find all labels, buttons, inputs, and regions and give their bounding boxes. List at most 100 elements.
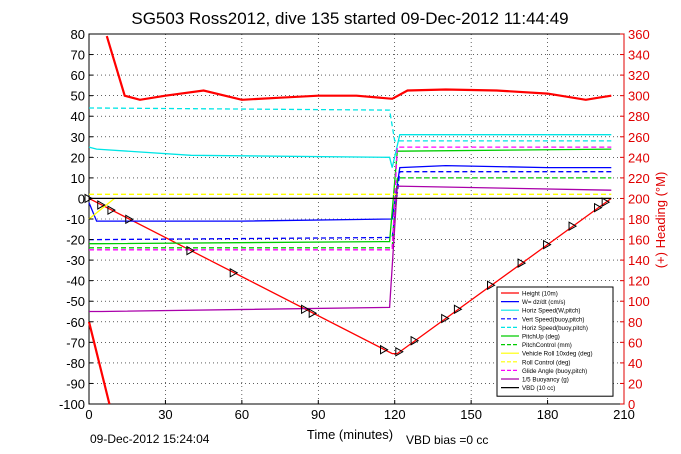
legend-entry: Horiz Speed(buoy,pitch) [522,325,588,332]
y-left-tick-label: -20 [66,233,85,248]
series-line-3 [89,171,612,241]
height-marker [84,193,94,204]
height-marker [517,258,527,268]
y-right-tick-label: 180 [628,212,650,227]
y-left-tick-label: -10 [66,212,85,227]
y-right-tick-label: 100 [628,294,650,309]
legend-entry: Glide Angle (buoy,pitch) [522,368,587,375]
y-left-tick-label: 0 [78,191,85,206]
series-line-13 [87,321,111,405]
y-right-tick-label: 360 [628,27,650,42]
x-axis-ticks: 0 30 60 90 120 150 180 210 [85,400,635,422]
series-line-2 [88,134,612,168]
height-marker [308,308,318,319]
x-tick-label: 90 [311,407,325,422]
legend-entry: VBD (10 cc) [522,385,555,392]
y-left-tick-label: -50 [66,294,85,309]
series-line-5 [89,148,612,245]
legend-entry: W= dz/dt (cm/s) [522,299,566,306]
series-line-9 [89,146,612,251]
height-marker [594,202,603,213]
y-right-tick-label: 140 [628,253,650,268]
vbd-bias-label: VBD bias =0 cc [406,433,489,447]
y-right-tick-label: 340 [628,48,650,63]
y-left-tick-label: 70 [71,48,85,63]
timestamp-label: 09-Dec-2012 15:24:04 [90,432,210,446]
x-tick-label: 60 [235,407,249,422]
y-left-tick-label: 40 [71,109,85,124]
height-markers [84,193,611,357]
x-tick-label: 210 [613,407,635,422]
y-right-tick-label: 320 [628,68,650,83]
height-marker [229,267,239,278]
series-line-7 [88,197,612,220]
height-marker [97,200,106,210]
legend-entry: PitchControl (mm) [522,342,572,349]
chart-title: SG503 Ross2012, dive 135 started 09-Dec-… [131,9,568,28]
y-right-tick-label: 20 [628,376,642,391]
legend-entry: Height (10m) [522,291,558,298]
height-marker [487,280,496,291]
series-line-12 [105,35,612,101]
legend-entry: Vehicle Roll 10xdeg (deg) [522,351,593,358]
height-marker [380,344,389,355]
y-right-axis-ticks: 0 20 40 60 80 100 120 140 160 180 200 220 240 260 280 3… [620,27,650,412]
height-marker [601,197,611,208]
series-line-6 [89,177,612,249]
height-marker [453,304,463,315]
legend-entry: Roll Control (deg) [522,359,571,366]
height-marker [543,239,552,250]
y-left-tick-label: -60 [66,315,85,330]
y-left-tick-label: 20 [71,150,85,165]
series-layer [87,35,612,405]
legend: Height (10m)W= dz/dt (cm/s) Horiz Speed(W… [496,286,614,397]
y-right-axis-label: (+) Heading (°M) [653,172,668,269]
y-right-tick-label: 160 [628,233,650,248]
y-right-tick-label: 0 [628,397,635,412]
y-left-tick-label: -80 [66,356,85,371]
x-tick-label: 30 [158,407,172,422]
y-left-tick-label: 50 [71,89,85,104]
y-right-tick-label: 300 [628,89,650,104]
y-right-tick-label: 40 [628,356,642,371]
x-tick-label: 0 [85,407,92,422]
height-marker [186,245,195,256]
x-axis-label: Time (minutes) [307,427,393,442]
y-left-tick-label: -70 [66,335,85,350]
legend-box [496,286,614,397]
y-right-tick-label: 60 [628,335,642,350]
y-left-tick-label: -90 [66,376,85,391]
height-marker [568,221,578,232]
legend-entry: Vert Speed(buoy,pitch) [522,316,584,323]
height-marker [410,335,420,346]
legend-entry: 1/5 Buoyancy (g) [522,377,569,384]
y-right-tick-label: 280 [628,109,650,124]
series-line-10 [89,185,612,313]
y-right-tick-label: 200 [628,191,650,206]
y-right-tick-label: 260 [628,130,650,145]
y-right-tick-label: 240 [628,150,650,165]
series-line-0 [88,197,612,355]
series-line-1 [88,164,612,222]
y-left-tick-label: 60 [71,68,85,83]
y-left-tick-label: 30 [71,130,85,145]
y-left-tick-label: -30 [66,253,85,268]
series-line-4 [89,107,612,142]
height-marker [125,214,134,225]
y-left-axis-ticks: -100-90-80-70-60-50-40-30-20-10010203040… [59,27,93,412]
height-marker [301,304,310,315]
x-tick-label: 180 [537,407,559,422]
height-marker [107,205,116,216]
y-left-tick-label: -40 [66,274,85,289]
height-marker [441,313,450,324]
y-right-tick-label: 120 [628,274,650,289]
legend-entry: Horiz Speed(W,pitch) [522,308,580,315]
y-left-tick-label: -100 [59,397,85,412]
x-tick-label: 150 [460,407,482,422]
y-right-tick-label: 80 [628,315,642,330]
y-right-tick-label: 220 [628,171,650,186]
height-marker [395,346,404,357]
x-tick-label: 120 [384,407,406,422]
y-left-tick-label: 80 [71,27,85,42]
